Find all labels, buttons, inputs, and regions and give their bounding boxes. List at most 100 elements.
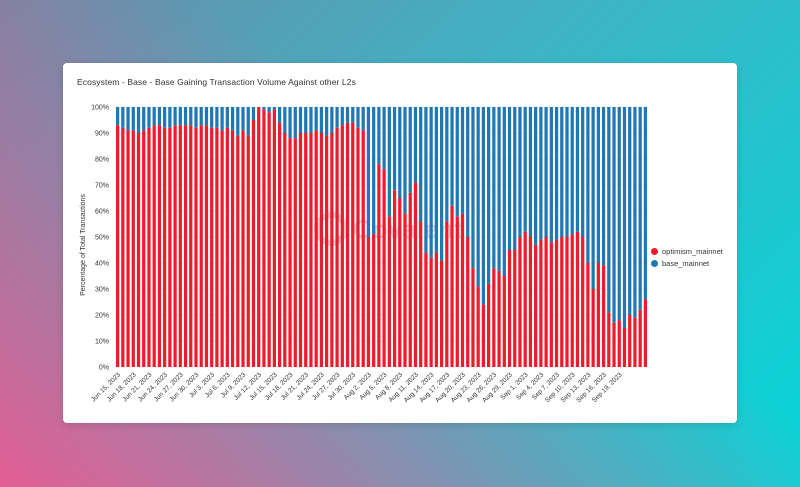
bar-optimism[interactable]	[419, 221, 423, 367]
bar-optimism[interactable]	[152, 125, 156, 367]
bar-base[interactable]	[372, 107, 376, 235]
bar-optimism[interactable]	[283, 133, 287, 367]
bar-base[interactable]	[163, 107, 167, 128]
bar-base[interactable]	[487, 107, 491, 284]
bar-base[interactable]	[319, 107, 324, 133]
bar-optimism[interactable]	[382, 169, 386, 367]
bar-base[interactable]	[628, 107, 632, 315]
bar-base[interactable]	[262, 107, 266, 110]
bar-base[interactable]	[413, 107, 418, 183]
bar-optimism[interactable]	[277, 122, 282, 367]
bar-base[interactable]	[534, 107, 538, 245]
bar-base[interactable]	[309, 107, 313, 133]
bar-optimism[interactable]	[570, 234, 574, 367]
bar-optimism[interactable]	[215, 127, 219, 367]
bar-optimism[interactable]	[387, 216, 391, 367]
legend-item-base[interactable]: base_mainnet	[651, 257, 723, 269]
bar-optimism[interactable]	[507, 250, 512, 367]
bar-base[interactable]	[115, 107, 120, 126]
bar-optimism[interactable]	[628, 315, 632, 367]
bar-base[interactable]	[178, 107, 182, 126]
bar-base[interactable]	[434, 107, 438, 253]
bar-optimism[interactable]	[518, 237, 522, 367]
bar-optimism[interactable]	[199, 125, 203, 367]
bar-base[interactable]	[439, 107, 444, 261]
bar-base[interactable]	[126, 107, 130, 131]
bar-optimism[interactable]	[319, 133, 324, 367]
bar-optimism[interactable]	[361, 130, 365, 367]
bar-optimism[interactable]	[314, 130, 318, 367]
bar-base[interactable]	[450, 107, 454, 206]
bar-base[interactable]	[298, 107, 303, 133]
bar-optimism[interactable]	[309, 133, 313, 367]
bar-optimism[interactable]	[189, 125, 193, 367]
bar-base[interactable]	[330, 107, 334, 133]
bar-optimism[interactable]	[340, 125, 344, 367]
bar-base[interactable]	[142, 107, 146, 131]
bar-optimism[interactable]	[204, 125, 209, 367]
bar-base[interactable]	[466, 107, 470, 237]
bar-base[interactable]	[507, 107, 512, 250]
bar-base[interactable]	[392, 107, 397, 191]
bar-optimism[interactable]	[267, 112, 271, 367]
bar-optimism[interactable]	[183, 125, 188, 367]
bar-base[interactable]	[581, 107, 585, 237]
bar-base[interactable]	[633, 107, 637, 318]
bar-base[interactable]	[356, 107, 360, 128]
bar-base[interactable]	[325, 107, 329, 136]
bar-optimism[interactable]	[157, 125, 162, 367]
bar-optimism[interactable]	[246, 135, 250, 367]
bar-base[interactable]	[403, 107, 407, 214]
bar-optimism[interactable]	[439, 260, 444, 367]
bar-optimism[interactable]	[544, 237, 548, 367]
bar-base[interactable]	[210, 107, 214, 128]
bar-base[interactable]	[387, 107, 391, 217]
bar-optimism[interactable]	[455, 216, 459, 367]
bar-base[interactable]	[622, 107, 627, 328]
bar-optimism[interactable]	[142, 130, 146, 367]
bar-optimism[interactable]	[581, 237, 585, 367]
bar-optimism[interactable]	[168, 127, 172, 367]
bar-base[interactable]	[565, 107, 569, 237]
bar-base[interactable]	[617, 107, 621, 321]
bar-base[interactable]	[586, 107, 590, 263]
bar-optimism[interactable]	[633, 317, 637, 367]
bar-optimism[interactable]	[257, 107, 261, 367]
bar-optimism[interactable]	[325, 135, 329, 367]
bar-optimism[interactable]	[487, 283, 491, 367]
bar-base[interactable]	[492, 107, 496, 269]
bar-optimism[interactable]	[372, 234, 376, 367]
bar-optimism[interactable]	[298, 133, 303, 367]
bar-base[interactable]	[570, 107, 574, 235]
bar-optimism[interactable]	[429, 257, 433, 367]
bar-base[interactable]	[121, 107, 125, 128]
bar-optimism[interactable]	[460, 213, 465, 367]
bar-optimism[interactable]	[575, 231, 580, 367]
bar-base[interactable]	[424, 107, 428, 253]
bar-base[interactable]	[241, 107, 245, 131]
bar-optimism[interactable]	[471, 268, 475, 367]
bar-optimism[interactable]	[194, 127, 198, 367]
bar-optimism[interactable]	[241, 130, 245, 367]
bar-base[interactable]	[246, 107, 250, 136]
bar-optimism[interactable]	[601, 265, 606, 367]
bar-base[interactable]	[131, 107, 135, 131]
bar-base[interactable]	[204, 107, 209, 126]
bar-base[interactable]	[523, 107, 527, 232]
bar-optimism[interactable]	[481, 304, 486, 367]
bar-base[interactable]	[147, 107, 151, 128]
bar-optimism[interactable]	[220, 130, 224, 367]
bar-base[interactable]	[215, 107, 219, 128]
bar-base[interactable]	[230, 107, 235, 131]
bar-base[interactable]	[513, 107, 517, 250]
bar-base[interactable]	[225, 107, 229, 128]
bar-optimism[interactable]	[345, 122, 350, 367]
bar-optimism[interactable]	[210, 127, 214, 367]
bar-base[interactable]	[345, 107, 350, 123]
bar-optimism[interactable]	[356, 127, 360, 367]
bar-optimism[interactable]	[492, 268, 496, 367]
bar-base[interactable]	[471, 107, 475, 269]
bar-optimism[interactable]	[513, 250, 517, 367]
bar-base[interactable]	[168, 107, 172, 128]
bar-optimism[interactable]	[288, 138, 292, 367]
